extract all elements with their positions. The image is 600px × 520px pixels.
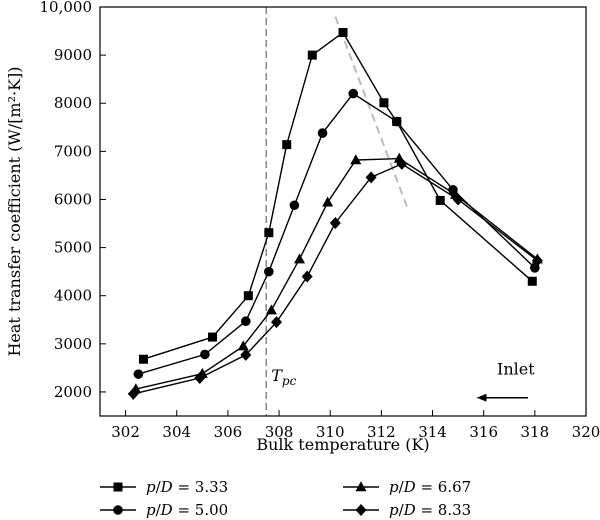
data-point [138,354,148,364]
legend-label: p/D = 6.67 [389,478,471,496]
y-tick-label: 8000 [54,94,92,112]
x-axis-title: Bulk temperature (K) [256,435,429,454]
x-tick-label: 308 [265,423,294,441]
x-tick-label: 318 [521,423,550,441]
data-point [294,253,306,264]
x-tick-label: 302 [111,423,140,441]
data-point [307,50,317,60]
legend-label: p/D = 5.00 [146,501,228,519]
data-point [435,195,445,205]
x-axis: 302 304 306 308 310 312 314 316 318 320 [111,410,600,441]
data-point [133,369,144,379]
legend-marker [355,504,367,516]
legend-marker [113,482,123,492]
data-point [365,171,377,184]
data-point [301,270,313,283]
data-point [264,266,274,277]
legend-label: p/D = 8.33 [389,501,471,519]
series-1 [138,28,537,364]
series-4 [127,157,543,400]
legend-marker [113,505,123,515]
y-tick-label: 4000 [54,287,92,305]
y-tick-label: 10,000 [40,0,93,16]
plot-frame [99,6,587,417]
series-3 [130,152,543,394]
data-point [237,340,249,351]
data-point [264,228,274,238]
data-point [241,316,251,327]
data-point [452,193,464,206]
inlet-label: Inlet [497,360,535,379]
legend: p/D = 3.33 p/D = 5.00 p/D = 6.67 p/D = 8.33 [100,478,471,519]
tpc-label: Tpc [271,366,296,388]
legend-item: p/D = 6.67 [343,478,471,496]
x-tick-label: 306 [214,423,243,441]
legend-label: p/D = 3.33 [146,478,228,496]
y-axis-title: Heat transfer coefficient (W/[m²·K]) [5,66,24,356]
series-line [133,163,538,395]
data-point [531,254,543,267]
data-point [396,157,408,170]
data-point [379,98,389,108]
legend-item: p/D = 8.33 [343,501,471,519]
data-point [240,348,252,361]
tpc-label-sub: pc [282,374,297,388]
x-tick-label: 310 [316,423,345,441]
data-point [350,154,362,165]
data-point [200,349,210,360]
annotation-layer [265,7,408,416]
y-tick-label: 3000 [54,335,92,353]
data-point [289,200,300,211]
y-tick-label: 2000 [54,383,92,401]
x-tick-label: 314 [418,423,447,441]
series-line [143,31,533,360]
y-tick-label: 5000 [54,239,92,257]
peak-trend-line [334,16,408,208]
data-point [527,276,537,286]
data-point [329,217,341,230]
series-layer [127,28,543,400]
data-point [265,304,277,315]
x-tick-label: 316 [469,423,498,441]
data-point [348,88,359,99]
series-line [138,92,536,375]
y-tick-label: 9000 [54,46,92,64]
data-point [208,332,218,342]
data-point [243,291,253,301]
y-axis: 2000 3000 4000 5000 6000 7000 8000 9000 10,000 [40,0,106,401]
y-tick-label: 7000 [54,142,92,160]
y-tick-label: 6000 [54,190,92,208]
data-point [391,116,402,127]
data-point [317,128,328,138]
legend-item: p/D = 3.33 [100,478,228,496]
data-point [322,196,334,207]
legend-marker [355,481,367,492]
x-tick-label: 304 [162,423,191,441]
data-point [338,28,348,38]
x-tick-label: 312 [367,423,396,441]
tpc-label-main: T [271,366,283,385]
data-point [127,387,139,400]
data-point [194,371,206,384]
series-line [135,157,538,390]
data-point [282,140,292,150]
legend-item: p/D = 5.00 [100,501,228,519]
data-point [270,316,282,329]
x-tick-label: 320 [572,423,600,441]
